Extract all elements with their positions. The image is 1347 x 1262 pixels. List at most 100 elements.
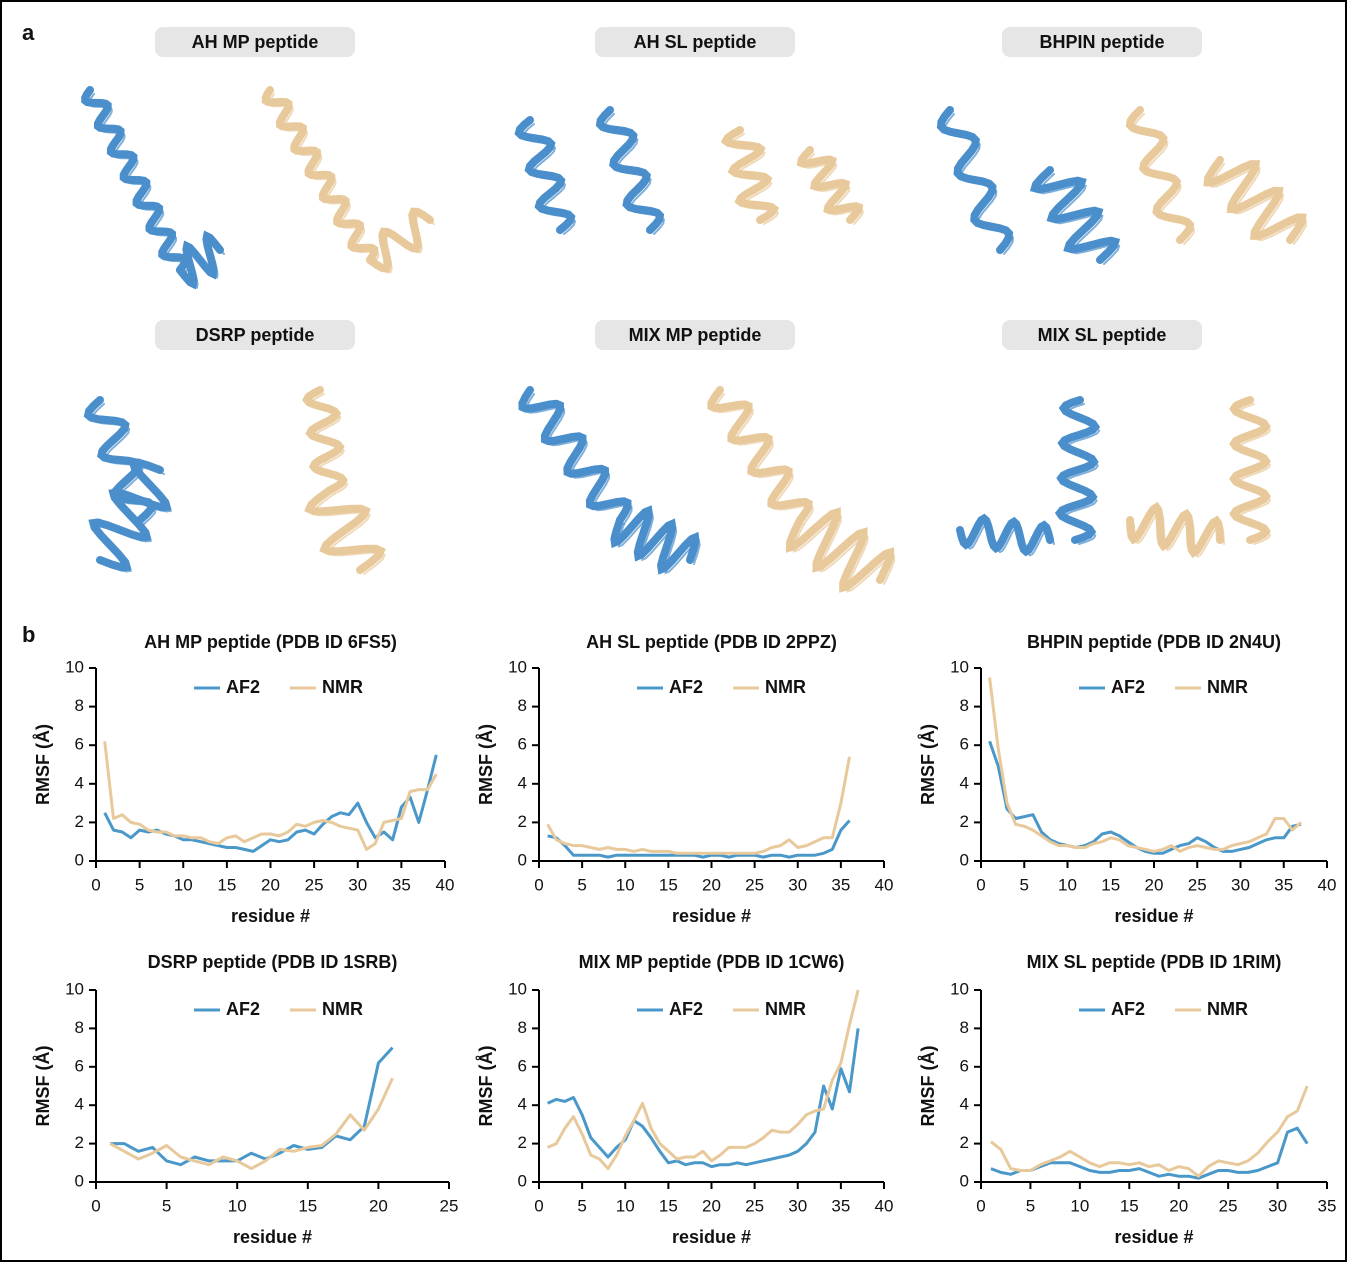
structure-ribbon bbox=[1210, 163, 1308, 245]
y-tick-label: 8 bbox=[518, 1018, 527, 1037]
structure-ribbon bbox=[88, 93, 190, 275]
structure-ribbon bbox=[312, 493, 386, 575]
x-tick-label: 40 bbox=[1318, 875, 1337, 894]
title-pill bbox=[155, 320, 355, 350]
legend-label: AF2 bbox=[226, 999, 260, 1019]
structure-ribbon bbox=[1208, 161, 1306, 243]
x-tick-label: 25 bbox=[440, 1196, 459, 1215]
x-tick-label: 0 bbox=[91, 875, 100, 894]
y-tick-label: 2 bbox=[75, 1133, 84, 1152]
x-tick-label: 0 bbox=[534, 875, 543, 894]
panel-label: b bbox=[22, 622, 35, 647]
structure-title: MIX MP peptide bbox=[629, 325, 762, 345]
structure-ribbon bbox=[595, 106, 665, 234]
x-tick-label: 10 bbox=[616, 875, 635, 894]
x-tick-label: 30 bbox=[788, 1196, 807, 1215]
y-axis-label: RMSF (Å) bbox=[476, 724, 496, 805]
structure-ribbon bbox=[183, 238, 225, 290]
structure-ribbon bbox=[603, 113, 665, 235]
series-line bbox=[547, 819, 851, 859]
x-tick-label: 15 bbox=[298, 1196, 317, 1215]
structure-ribbon bbox=[96, 465, 172, 573]
x-tick-label: 10 bbox=[1070, 1196, 1089, 1215]
x-tick-label: 20 bbox=[702, 1196, 721, 1215]
structure-ribbon bbox=[1132, 113, 1196, 245]
x-tick-label: 15 bbox=[1101, 875, 1120, 894]
structure-ribbon bbox=[601, 111, 663, 233]
y-tick-label: 0 bbox=[75, 1171, 84, 1190]
x-tick-label: 0 bbox=[91, 1196, 100, 1215]
legend-label: NMR bbox=[322, 677, 363, 697]
chart-title: DSRP peptide (PDB ID 1SRB) bbox=[148, 952, 398, 972]
y-tick-label: 4 bbox=[518, 1095, 527, 1114]
x-axis-label: residue # bbox=[672, 906, 751, 926]
series-line bbox=[546, 1028, 860, 1169]
x-tick-label: 20 bbox=[1145, 875, 1164, 894]
structure-ribbon bbox=[268, 93, 380, 265]
x-tick-label: 25 bbox=[1188, 875, 1207, 894]
x-tick-label: 15 bbox=[217, 875, 236, 894]
structure-ribbon bbox=[615, 511, 699, 573]
structure-ribbon bbox=[1029, 166, 1121, 264]
panel-label: a bbox=[22, 20, 35, 45]
x-tick-label: 10 bbox=[228, 1196, 247, 1215]
x-tick-label: 5 bbox=[1020, 875, 1029, 894]
structure-ribbon bbox=[1203, 156, 1307, 244]
structure-ribbon bbox=[714, 393, 814, 525]
y-tick-label: 0 bbox=[518, 1171, 527, 1190]
structure-ribbon bbox=[961, 519, 1053, 555]
x-tick-label: 35 bbox=[1274, 875, 1293, 894]
structure-ribbon bbox=[728, 133, 780, 225]
x-tick-label: 25 bbox=[745, 1196, 764, 1215]
series-line bbox=[989, 1085, 1309, 1178]
y-tick-label: 10 bbox=[508, 657, 527, 676]
structure-ribbon bbox=[796, 146, 864, 224]
x-tick-label: 25 bbox=[1219, 1196, 1238, 1215]
x-tick-label: 10 bbox=[616, 1196, 635, 1215]
y-tick-label: 0 bbox=[960, 850, 969, 869]
x-axis-label: residue # bbox=[1114, 906, 1193, 926]
structure-ribbon bbox=[523, 391, 631, 523]
y-tick-label: 2 bbox=[518, 1133, 527, 1152]
x-tick-label: 25 bbox=[745, 875, 764, 894]
title-pill bbox=[1002, 320, 1202, 350]
chart-title: MIX SL peptide (PDB ID 1RIM) bbox=[1027, 952, 1282, 972]
y-tick-label: 4 bbox=[75, 773, 84, 792]
structure-ribbon bbox=[956, 513, 1054, 557]
y-tick-label: 6 bbox=[75, 1056, 84, 1075]
y-tick-label: 4 bbox=[75, 1095, 84, 1114]
y-tick-label: 4 bbox=[518, 773, 527, 792]
y-tick-label: 6 bbox=[960, 735, 969, 754]
x-tick-label: 35 bbox=[1318, 1196, 1337, 1215]
x-tick-label: 35 bbox=[831, 875, 850, 894]
y-tick-label: 4 bbox=[960, 773, 969, 792]
y-tick-label: 2 bbox=[75, 812, 84, 831]
structure-ribbon bbox=[86, 91, 188, 273]
y-tick-label: 8 bbox=[75, 1018, 84, 1037]
x-tick-label: 40 bbox=[875, 875, 894, 894]
y-tick-label: 4 bbox=[960, 1095, 969, 1114]
y-axis-label: RMSF (Å) bbox=[476, 1046, 496, 1127]
chart-title: AH MP peptide (PDB ID 6FS5) bbox=[144, 632, 397, 652]
structure-ribbon bbox=[720, 126, 780, 224]
y-axis-label: RMSF (Å) bbox=[33, 1046, 53, 1127]
x-tick-label: 30 bbox=[788, 875, 807, 894]
structure-ribbon bbox=[302, 386, 348, 494]
structure-ribbon bbox=[1037, 173, 1121, 265]
x-tick-label: 5 bbox=[577, 1196, 586, 1215]
x-tick-label: 15 bbox=[659, 1196, 678, 1215]
y-tick-label: 10 bbox=[950, 979, 969, 998]
x-tick-label: 30 bbox=[348, 875, 367, 894]
y-axis-label: RMSF (Å) bbox=[33, 724, 53, 805]
structure-ribbon bbox=[521, 123, 577, 235]
structure-title: AH MP peptide bbox=[192, 32, 319, 52]
x-tick-label: 5 bbox=[577, 875, 586, 894]
x-tick-label: 30 bbox=[1231, 875, 1250, 894]
series-line bbox=[103, 741, 438, 851]
structure-ribbon bbox=[309, 393, 349, 495]
series-line bbox=[109, 1077, 394, 1171]
structures: AH MP peptide AH SL peptide BHPIN peptide D… bbox=[81, 27, 1308, 593]
structure-ribbon bbox=[373, 214, 435, 274]
